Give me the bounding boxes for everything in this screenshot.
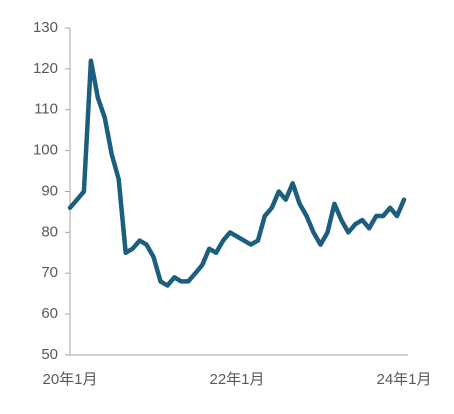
y-tick-label: 60	[41, 305, 58, 322]
y-tick-label: 100	[33, 142, 58, 159]
y-tick-label: 120	[33, 60, 58, 77]
x-tick-label: 22年1月	[209, 371, 264, 388]
line-series	[67, 58, 407, 288]
y-tick-label: 130	[33, 19, 58, 36]
y-tick-label: 110	[34, 101, 58, 118]
x-tick-label: 20年1月	[42, 371, 97, 388]
y-tick-label: 90	[41, 182, 58, 199]
y-tick-label: 80	[41, 223, 58, 240]
y-tick-label: 70	[41, 264, 58, 281]
x-tick-label: 24年1月	[376, 371, 431, 388]
y-tick-label: 50	[41, 346, 58, 363]
